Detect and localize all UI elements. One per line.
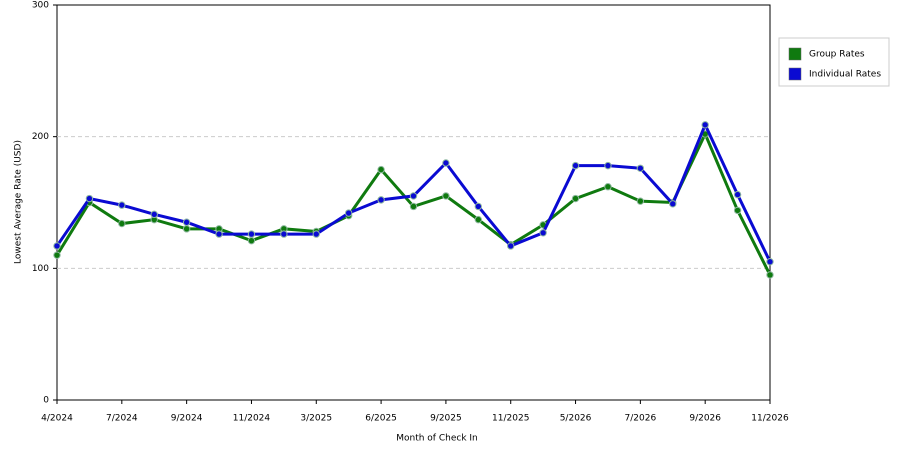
x-tick-label: 9/2026 — [689, 414, 721, 424]
data-point — [409, 202, 418, 211]
data-point — [701, 121, 709, 129]
data-point — [150, 210, 158, 219]
data-point — [344, 209, 353, 217]
data-point — [377, 196, 385, 204]
x-tick-label: 7/2024 — [106, 414, 138, 424]
data-point — [474, 215, 483, 224]
legend-swatch — [788, 47, 802, 61]
legend-label: Individual Rates — [809, 70, 881, 80]
legend-swatch — [788, 67, 802, 81]
data-point — [604, 161, 612, 170]
data-point — [312, 230, 320, 238]
data-point — [571, 194, 580, 203]
x-tick-label: 9/2024 — [171, 414, 203, 424]
x-tick-label: 6/2025 — [365, 414, 397, 424]
y-tick-label: 0 — [43, 396, 49, 406]
data-point — [733, 206, 742, 215]
data-point — [669, 200, 677, 208]
data-point — [507, 242, 515, 250]
data-point — [636, 164, 645, 172]
data-point — [409, 192, 418, 200]
y-tick-label: 300 — [32, 1, 49, 11]
data-point — [766, 258, 774, 266]
data-point — [182, 218, 191, 226]
x-tick-label: 11/2024 — [233, 414, 271, 424]
y-axis-label: Lowest Average Rate (USD) — [14, 140, 24, 264]
data-point — [182, 225, 191, 233]
data-point — [53, 242, 61, 250]
y-tick-label: 100 — [32, 264, 49, 274]
y-tick-label: 200 — [32, 132, 49, 142]
data-point — [442, 192, 450, 200]
data-point — [636, 197, 645, 205]
x-tick-label: 7/2026 — [625, 414, 657, 424]
x-tick-label: 11/2026 — [751, 414, 789, 424]
x-axis-label: Month of Check In — [396, 434, 478, 444]
data-point — [766, 271, 774, 279]
x-tick-label: 3/2025 — [300, 414, 332, 424]
data-point — [442, 159, 450, 167]
x-tick-label: 11/2025 — [492, 414, 529, 424]
data-point — [733, 190, 742, 199]
x-tick-label: 9/2025 — [430, 414, 462, 424]
data-point — [215, 230, 223, 238]
data-point — [539, 229, 547, 237]
data-point — [377, 165, 385, 174]
data-point — [53, 251, 61, 259]
data-point — [247, 236, 256, 245]
data-point — [85, 194, 94, 203]
data-point — [280, 230, 288, 238]
data-point — [604, 183, 612, 191]
data-point — [118, 201, 126, 209]
data-point — [571, 161, 580, 170]
data-point — [118, 219, 126, 228]
data-point — [474, 202, 483, 211]
x-tick-label: 4/2024 — [41, 414, 73, 424]
legend-label: Group Rates — [809, 50, 865, 60]
data-point — [247, 230, 256, 238]
x-tick-label: 5/2026 — [560, 414, 592, 424]
